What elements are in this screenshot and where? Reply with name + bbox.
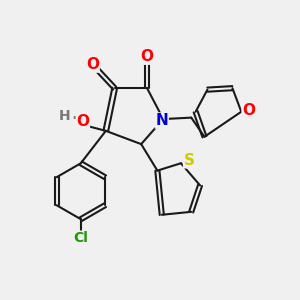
Text: O: O	[242, 103, 255, 118]
Text: Cl: Cl	[74, 231, 88, 245]
Text: H: H	[59, 109, 70, 122]
Text: S: S	[184, 153, 195, 168]
Text: O: O	[86, 57, 99, 72]
Text: O: O	[141, 49, 154, 64]
Text: O: O	[76, 114, 89, 129]
Text: ·: ·	[71, 110, 77, 128]
Text: N: N	[155, 113, 168, 128]
